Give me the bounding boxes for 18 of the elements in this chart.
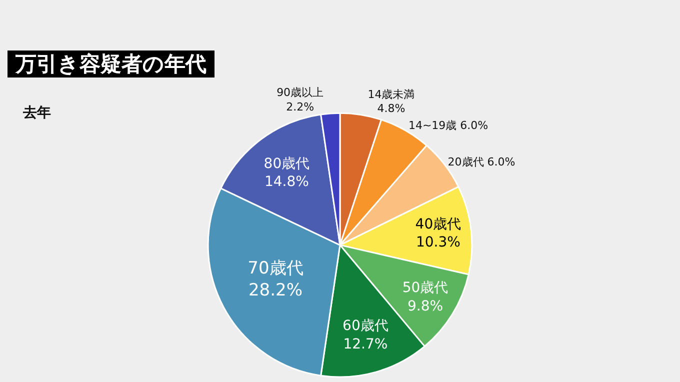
data-label: 14.8% [264,174,309,190]
data-label: 2.2% [286,100,314,114]
data-label: 9.8% [407,298,444,314]
data-label: 4.8% [377,102,406,116]
slice-label: 90歳以上 [276,86,324,100]
data-label: 28.2% [248,280,302,301]
slice-label: 14歳未満 [368,88,415,101]
chart-title: 万引き容疑者の年代 [14,52,207,76]
slice-label: 60歳代 [342,318,388,334]
slice-label: 20歳代 6.0% [448,156,516,169]
slice-label: 50歳代 [402,280,448,296]
text: 去年 [22,105,51,121]
slice-label: 40歳代 [415,216,462,233]
slice-label: 14~19歳 6.0% [408,118,488,132]
slice-label: 70歳代 [248,258,304,278]
slice-label: 80歳代 [264,156,310,172]
data-label: 12.7% [343,336,388,352]
data-label: 10.3% [416,234,460,251]
